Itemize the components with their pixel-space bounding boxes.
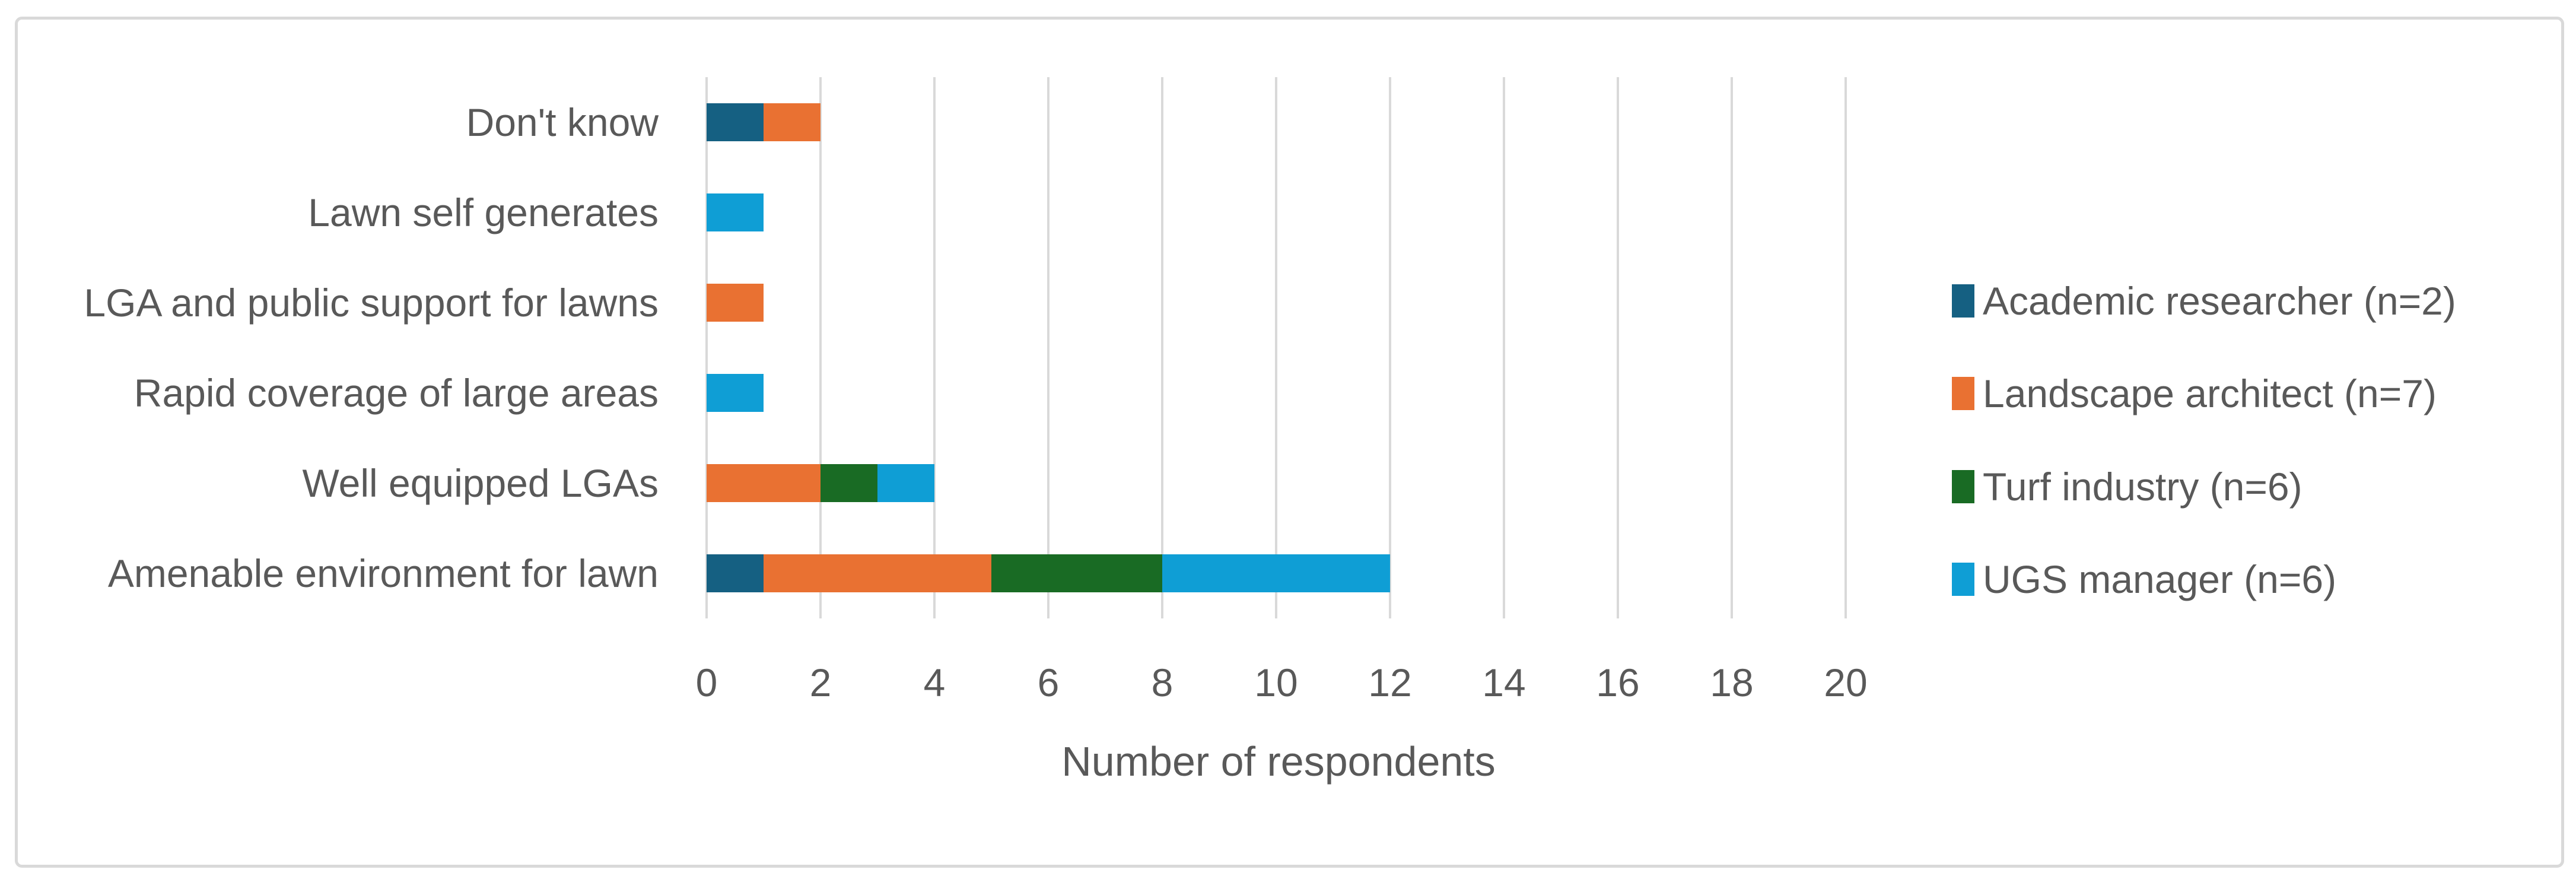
legend-swatch (1952, 470, 1974, 503)
category-label: Well equipped LGAs (302, 461, 659, 505)
bar-segment (1162, 554, 1390, 592)
legend-label: Turf industry (n=6) (1983, 465, 2303, 509)
category-label: Amenable environment for lawn (107, 551, 659, 595)
legend-label: UGS manager (n=6) (1983, 557, 2337, 601)
bar-segment (707, 284, 764, 322)
bar-segment (707, 193, 764, 231)
legend-swatch (1952, 284, 1974, 318)
legend-label: Landscape architect (n=7) (1983, 372, 2437, 415)
gridline (1503, 77, 1505, 618)
legend-swatch (1952, 377, 1974, 410)
gridline (1617, 77, 1619, 618)
gridline (819, 77, 822, 618)
bar-segment (820, 464, 877, 502)
x-tick-label: 2 (809, 661, 832, 704)
bar-segment (877, 464, 934, 502)
x-tick-label: 20 (1824, 661, 1868, 704)
category-label: LGA and public support for lawns (84, 281, 659, 325)
x-tick-label: 14 (1482, 661, 1526, 704)
gridline (1047, 77, 1050, 618)
category-label: Lawn self generates (308, 191, 659, 234)
chart-frame (15, 17, 2564, 868)
x-tick-label: 6 (1037, 661, 1060, 704)
gridline (705, 77, 708, 618)
gridline (1275, 77, 1277, 618)
gridline (1731, 77, 1733, 618)
x-tick-label: 8 (1151, 661, 1173, 704)
legend-item: Academic researcher (n=2) (1952, 274, 2456, 328)
bar-segment (707, 374, 764, 412)
legend-item: Landscape architect (n=7) (1952, 367, 2437, 420)
bar-segment (707, 554, 764, 592)
x-tick-label: 16 (1596, 661, 1640, 704)
bar-segment (707, 464, 820, 502)
legend-item: UGS manager (n=6) (1952, 553, 2336, 606)
x-tick-label: 4 (923, 661, 946, 704)
x-tick-label: 12 (1368, 661, 1412, 704)
legend-swatch (1952, 563, 1974, 596)
x-tick-label: 10 (1254, 661, 1298, 704)
legend-item: Turf industry (n=6) (1952, 460, 2303, 513)
bar-segment (991, 554, 1162, 592)
gridline (1389, 77, 1391, 618)
bar-segment (707, 103, 764, 141)
bar-segment (764, 103, 820, 141)
legend-label: Academic researcher (n=2) (1983, 279, 2456, 323)
category-label: Don't know (466, 100, 659, 144)
x-tick-label: 0 (695, 661, 718, 704)
gridline (1844, 77, 1847, 618)
gridline (933, 77, 936, 618)
x-tick-label: 18 (1710, 661, 1754, 704)
bar-segment (764, 554, 991, 592)
category-label: Rapid coverage of large areas (133, 371, 659, 415)
x-axis-title: Number of respondents (1061, 738, 1496, 785)
gridline (1161, 77, 1163, 618)
